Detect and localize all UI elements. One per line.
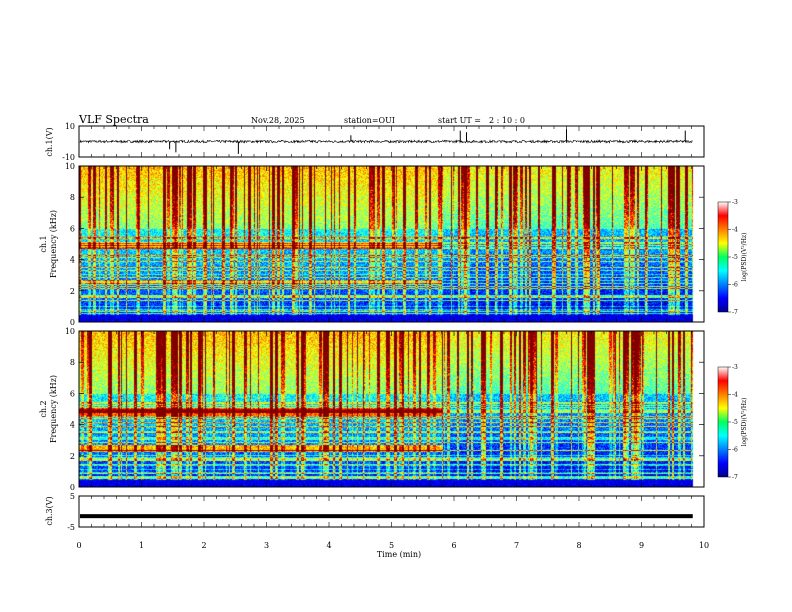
ch1-spectrogram-channel-label: ch.1 xyxy=(39,235,48,252)
ch3-waveform-trace xyxy=(80,514,693,519)
time-axis-tick-label: 6 xyxy=(451,541,456,550)
ch2-spectrogram-panel: 0 2 4 6 8 10 xyxy=(65,327,705,492)
ch1-spectrogram-colorbar-tick-label: -6 xyxy=(732,282,738,289)
ch1-spectrogram-colorbar-scale xyxy=(717,201,729,313)
ch1-spectrogram-colorbar-label: log(PSD)(V²/Hz) xyxy=(741,233,748,282)
ch2-frequency-axis-label: Frequency (kHz) xyxy=(49,375,58,443)
time-axis-tick-label: 0 xyxy=(76,541,81,550)
time-axis-tick-label: 4 xyxy=(326,541,331,550)
chart-title: VLF Spectra xyxy=(78,113,149,126)
ch2-spectrogram-colorbar-tick-label: -5 xyxy=(732,419,738,426)
ch1-spectrogram-ytick-label: 10 xyxy=(65,162,75,171)
ch1-spectrogram-ytick-label: 8 xyxy=(70,193,75,202)
ch1-waveform-trace xyxy=(79,139,693,144)
ch1-spectrogram-colorbar-tick-label: -4 xyxy=(732,227,738,234)
ch1-voltage-axis-label: ch.1(V) xyxy=(45,127,54,156)
ch1-spectrogram-panel: 0 2 4 6 8 10 xyxy=(65,162,705,327)
ch1-spectrogram-colorbar-tick-label: -3 xyxy=(732,199,738,206)
ch1-waveform-ytick-label: -10 xyxy=(62,153,75,162)
ch1-spectrogram-colorbar-tick-label: -7 xyxy=(732,309,738,316)
ch2-spectrogram-ytick-label: 4 xyxy=(70,421,75,430)
ch1-waveform-panel: 10 -10 xyxy=(62,122,705,162)
time-axis-tick-label: 3 xyxy=(264,541,269,550)
time-axis-tick-label: 2 xyxy=(201,541,206,550)
ch2-spectrogram-colorbar-tick-label: -7 xyxy=(732,474,738,481)
time-axis-tick-label: 9 xyxy=(639,541,644,550)
ch2-spectrogram-colorbar-scale xyxy=(717,366,729,478)
ch1-spectrogram-colorbar-tick-label: -5 xyxy=(732,254,738,261)
ch2-spectrogram-colorbar-tick-label: -6 xyxy=(732,447,738,454)
ch2-spectrogram-ytick-label: 6 xyxy=(70,389,75,398)
ch1-frequency-axis-label: Frequency (kHz) xyxy=(49,210,58,278)
ch3-waveform-ytick-label: 5 xyxy=(70,492,75,501)
station-label: station=OUI xyxy=(344,116,395,125)
ch1-spectrogram-ytick-label: 0 xyxy=(70,318,75,327)
time-axis-tick-label: 7 xyxy=(514,541,519,550)
ch2-spectrogram-channel-label: ch.2 xyxy=(39,400,48,417)
ch2-spectrogram-ytick-label: 8 xyxy=(70,358,75,367)
time-axis: 0 1 2 3 4 5 6 7 8 9 10 xyxy=(76,541,709,550)
ch2-spectrogram-image xyxy=(79,331,704,487)
start-ut-value: 2 : 10 : 0 xyxy=(489,116,525,125)
ch1-spectrogram-ytick-label: 2 xyxy=(70,287,75,296)
time-axis-label: Time (min) xyxy=(377,550,421,559)
ch3-waveform-ytick-label: -5 xyxy=(67,523,75,532)
ch3-waveform-panel: 5 -5 xyxy=(67,492,705,532)
time-axis-tick-label: 5 xyxy=(389,541,394,550)
ch2-spectrogram-ytick-label: 2 xyxy=(70,452,75,461)
time-axis-tick-label: 10 xyxy=(699,541,709,550)
ch3-voltage-axis-label: ch.3(V) xyxy=(45,496,54,525)
ch2-spectrogram-colorbar-tick-label: -4 xyxy=(732,392,738,399)
time-axis-tick-label: 8 xyxy=(576,541,581,550)
ch2-spectrogram-ytick-label: 0 xyxy=(70,483,75,492)
time-axis-tick-label: 1 xyxy=(139,541,144,550)
ch2-spectrogram-colorbar-tick-label: -3 xyxy=(732,364,738,371)
ch2-spectrogram-colorbar-label: log(PSD)(V²/Hz) xyxy=(741,398,748,447)
ch1-colorbar: -3 -4 -5 -6 -7 log(PSD)(V²/Hz) xyxy=(717,199,748,316)
ch2-colorbar: -3 -4 -5 -6 -7 log(PSD)(V²/Hz) xyxy=(717,364,748,481)
ch1-spectrogram-ytick-label: 4 xyxy=(70,256,75,265)
start-ut-label: start UT = xyxy=(438,116,481,125)
ch1-spectrogram-ytick-label: 6 xyxy=(70,224,75,233)
ch1-spectrogram-image xyxy=(79,166,704,322)
date-label: Nov.28, 2025 xyxy=(251,116,305,125)
ch1-waveform-ytick-label: 10 xyxy=(65,122,75,131)
ch2-spectrogram-ytick-label: 10 xyxy=(65,327,75,336)
